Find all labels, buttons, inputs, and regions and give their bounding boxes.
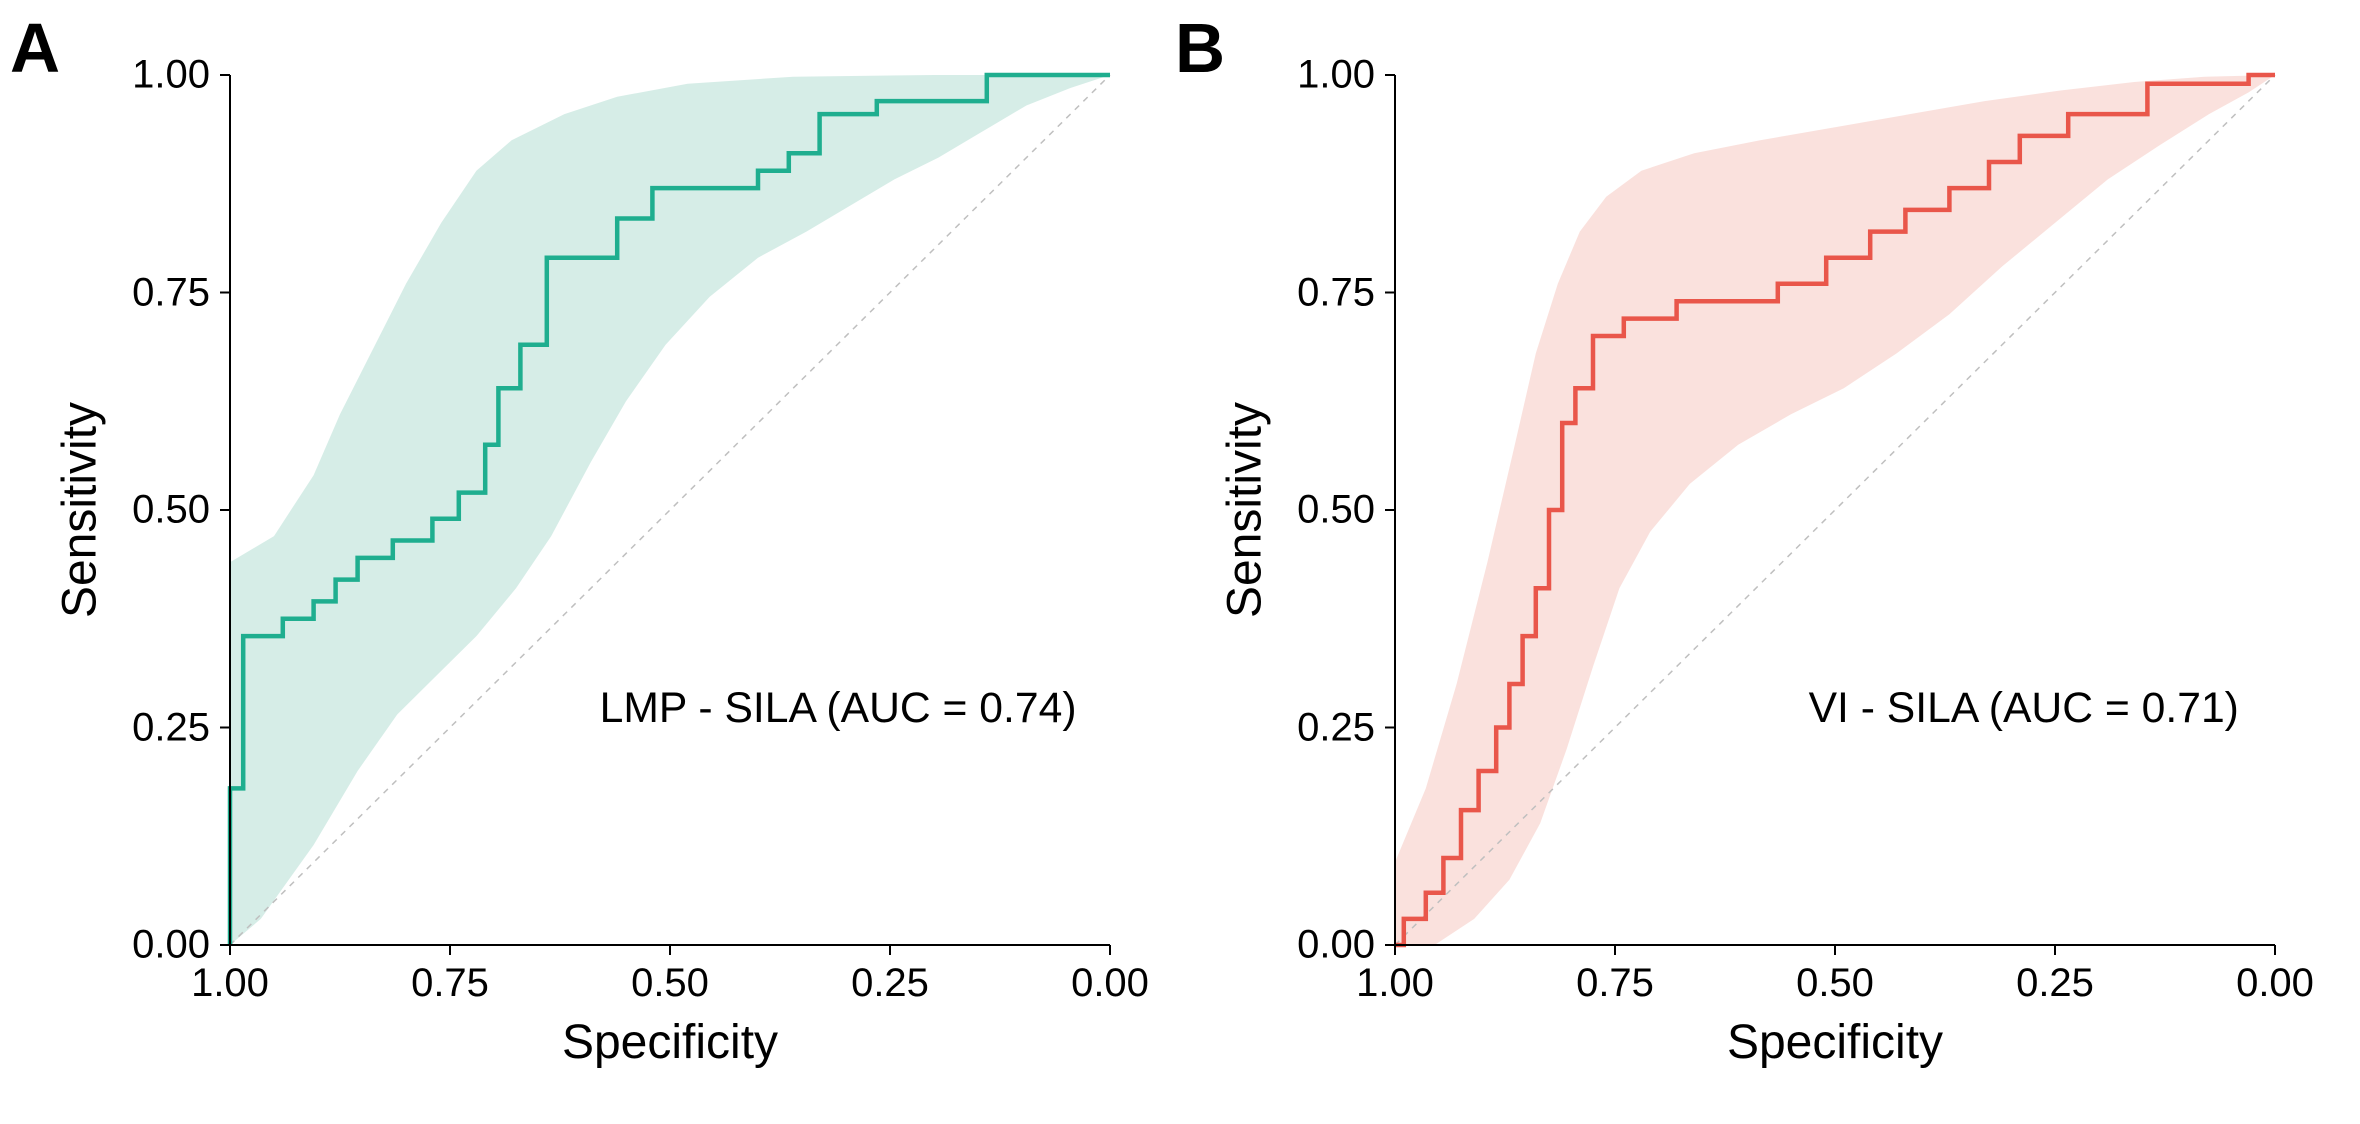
figure-root: AB1.000.750.500.250.000.000.250.500.751.… [0,0,2360,1124]
ytick-label: 0.50 [1297,488,1375,533]
xtick-label: 0.25 [2016,961,2094,1006]
ytick-label: 0.50 [132,488,210,533]
xtick-label: 0.50 [631,961,709,1006]
xtick-label: 0.75 [411,961,489,1006]
ytick-label: 0.00 [1297,923,1375,968]
xtick-label: 1.00 [1356,961,1434,1006]
ytick-label: 1.00 [1297,53,1375,98]
y-axis-title: Sensitivity [53,402,108,618]
ytick-label: 0.25 [1297,705,1375,750]
x-axis-title: Specificity [562,1015,778,1070]
ytick-label: 0.75 [132,270,210,315]
legend-text-a: LMP - SILA (AUC = 0.74) [600,684,1077,733]
y-axis-title: Sensitivity [1218,402,1273,618]
xtick-label: 0.75 [1576,961,1654,1006]
ytick-label: 0.25 [132,705,210,750]
xtick-label: 0.00 [2236,961,2314,1006]
x-axis-title: Specificity [1727,1015,1943,1070]
xtick-label: 1.00 [191,961,269,1006]
plot-svg [0,0,2360,1124]
xtick-label: 0.25 [851,961,929,1006]
xtick-label: 0.00 [1071,961,1149,1006]
xtick-label: 0.50 [1796,961,1874,1006]
ytick-label: 0.75 [1297,270,1375,315]
ytick-label: 0.00 [132,923,210,968]
ytick-label: 1.00 [132,53,210,98]
legend-text-b: VI - SILA (AUC = 0.71) [1809,684,2239,733]
